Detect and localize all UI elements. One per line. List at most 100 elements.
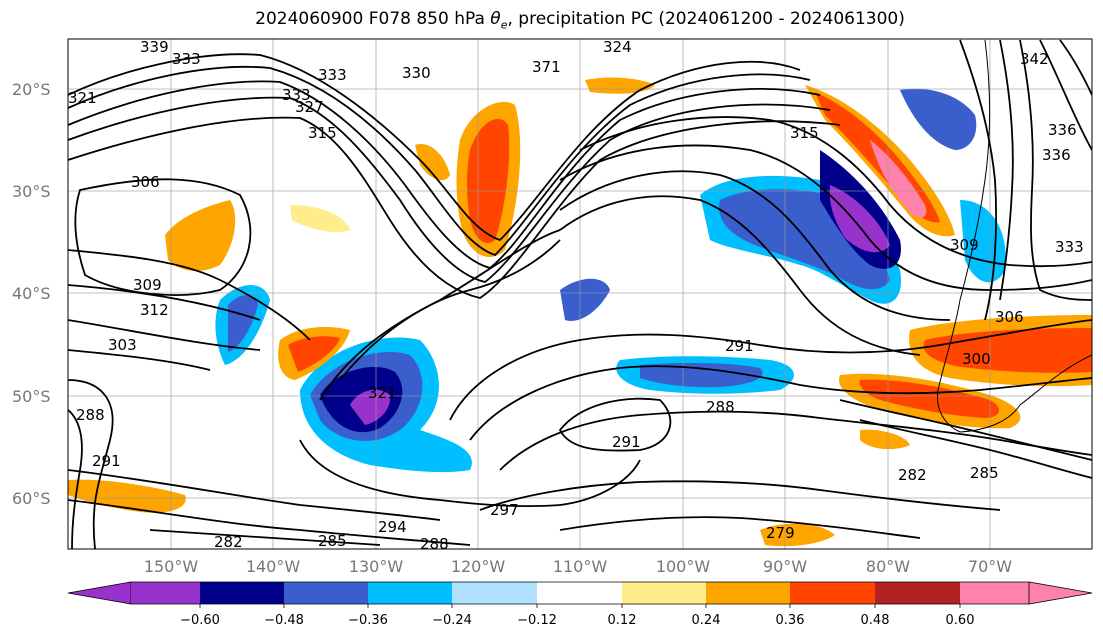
contour-label: 309 — [133, 276, 162, 294]
contour-label: 339 — [140, 38, 169, 56]
colorbar: −0.60 −0.48 −0.36 −0.24 −0.12 0.12 0.24 … — [67, 581, 1093, 628]
contour-line-28 — [579, 116, 1092, 268]
contour-label: 282 — [898, 466, 927, 484]
colorbar-tick-label: −0.36 — [348, 613, 388, 628]
contour-label: 285 — [318, 532, 347, 550]
colorbar-swatch — [960, 582, 1029, 604]
contour-line-34 — [839, 399, 1092, 461]
precip-region-blue-10 — [560, 278, 610, 321]
contour-line-33 — [1059, 39, 1092, 96]
map-title: 2024060900 F078 850 hPa θe, precipitatio… — [0, 9, 1103, 31]
contour-label: 291 — [725, 337, 754, 355]
contour-line-16 — [299, 439, 641, 508]
lon-label: 120°W — [451, 557, 506, 576]
lat-label: 50°S — [12, 387, 51, 406]
contour-label: 315 — [308, 124, 337, 142]
colorbar-tick-label: 0.24 — [692, 613, 721, 628]
lat-label: 20°S — [12, 80, 51, 99]
title-prefix: 2024060900 F078 850 hPa — [255, 9, 491, 29]
contour-label: 333 — [318, 66, 347, 84]
contour-label: 342 — [1020, 50, 1049, 68]
colorbar-swatch — [706, 582, 790, 604]
contour-line-32 — [1039, 39, 1092, 151]
contour-label: 291 — [612, 433, 641, 451]
contour-line-5 — [68, 116, 841, 299]
contour-labels: 339 333 333 330 324 321 371 333 327 315 … — [68, 38, 1084, 553]
lon-label: 140°W — [246, 557, 301, 576]
colorbar-tick-label: 0.48 — [861, 613, 890, 628]
contour-label: 327 — [295, 98, 324, 116]
colorbar-tick-label: −0.24 — [432, 613, 472, 628]
colorbar-tick-label: −0.48 — [264, 613, 304, 628]
contour-line-29 — [959, 39, 998, 321]
precip-region-orange-9 — [585, 77, 655, 94]
coastline-south-america — [936, 39, 1092, 433]
longitude-labels: 150°W 140°W 130°W 120°W 110°W 100°W 90°W… — [144, 557, 1012, 576]
coastline — [936, 39, 1092, 433]
contour-label: 309 — [950, 236, 979, 254]
contour-line-21 — [499, 410, 1092, 471]
lat-label: 40°S — [12, 284, 51, 303]
precip-region-orange-10 — [860, 429, 910, 450]
colorbar-swatch — [368, 582, 452, 604]
lon-label: 150°W — [144, 557, 199, 576]
colorbar-right-arrow — [1028, 581, 1093, 605]
contour-label: 297 — [490, 501, 519, 519]
contour-label: 324 — [603, 38, 632, 56]
colorbar-swatch — [131, 582, 200, 604]
contour-label: 321 — [68, 89, 97, 107]
precip-region-orange-11 — [760, 523, 835, 547]
contour-label: 336 — [1048, 121, 1077, 139]
contour-line-30 — [999, 39, 1014, 301]
lon-label: 70°W — [968, 557, 1012, 576]
precip-region-blue-6 — [640, 363, 763, 388]
title-subscript: e — [500, 18, 508, 32]
contour-label: 315 — [790, 124, 819, 142]
contour-line-14 — [68, 499, 471, 546]
contour-line-26 — [559, 170, 951, 321]
contour-line-8 — [68, 284, 261, 321]
contour-label: 321 — [368, 384, 397, 402]
contour-line-23 — [479, 480, 1001, 511]
precip-region-blue-7 — [900, 88, 977, 150]
precip-region-red-1 — [467, 118, 510, 244]
lat-label: 60°S — [12, 489, 51, 508]
contour-line-27 — [559, 144, 1092, 291]
contour-label: 279 — [766, 524, 795, 542]
contour-line-10 — [68, 349, 211, 371]
contour-line-9 — [68, 319, 261, 351]
contour-label: 285 — [970, 464, 999, 482]
colorbar-swatch — [790, 582, 875, 604]
precip-region-orange-8 — [415, 144, 450, 181]
colorbar-tick-label: 0.36 — [776, 613, 805, 628]
precip-region-orange-12 — [290, 205, 350, 232]
precip-region-blue-9 — [228, 295, 258, 352]
contour-line-18 — [339, 239, 561, 381]
colorbar-swatch — [537, 582, 622, 604]
precip-region-pink-1 — [870, 140, 927, 218]
map-frame — [67, 38, 1093, 550]
contour-label: 288 — [76, 406, 105, 424]
colorbar-swatch — [452, 582, 537, 604]
precip-region-purple-2 — [829, 185, 890, 253]
colorbar-tick-label: 0.60 — [946, 613, 975, 628]
theta-e-contours — [68, 39, 1092, 549]
contour-label: 371 — [532, 58, 561, 76]
colorbar-tick-label: −0.12 — [517, 613, 557, 628]
precip-region-red-4 — [859, 379, 1000, 418]
contour-line-19 — [449, 319, 1092, 421]
title-suffix: , precipitation PC (2024061200 - 2024061… — [507, 9, 905, 29]
colorbar-swatch — [875, 582, 960, 604]
contour-line-22 — [558, 397, 672, 452]
contour-label: 333 — [172, 50, 201, 68]
colorbar-left-arrow — [67, 581, 132, 605]
contour-line-15 — [149, 529, 381, 546]
contour-label: 336 — [1042, 146, 1071, 164]
contour-label: 333 — [282, 86, 311, 104]
contour-line-13 — [68, 469, 441, 521]
colorbar-tick-label: 0.12 — [608, 613, 637, 628]
contour-label: 288 — [420, 535, 449, 553]
contour-line-12 — [68, 409, 83, 549]
contour-label: 312 — [140, 301, 169, 319]
